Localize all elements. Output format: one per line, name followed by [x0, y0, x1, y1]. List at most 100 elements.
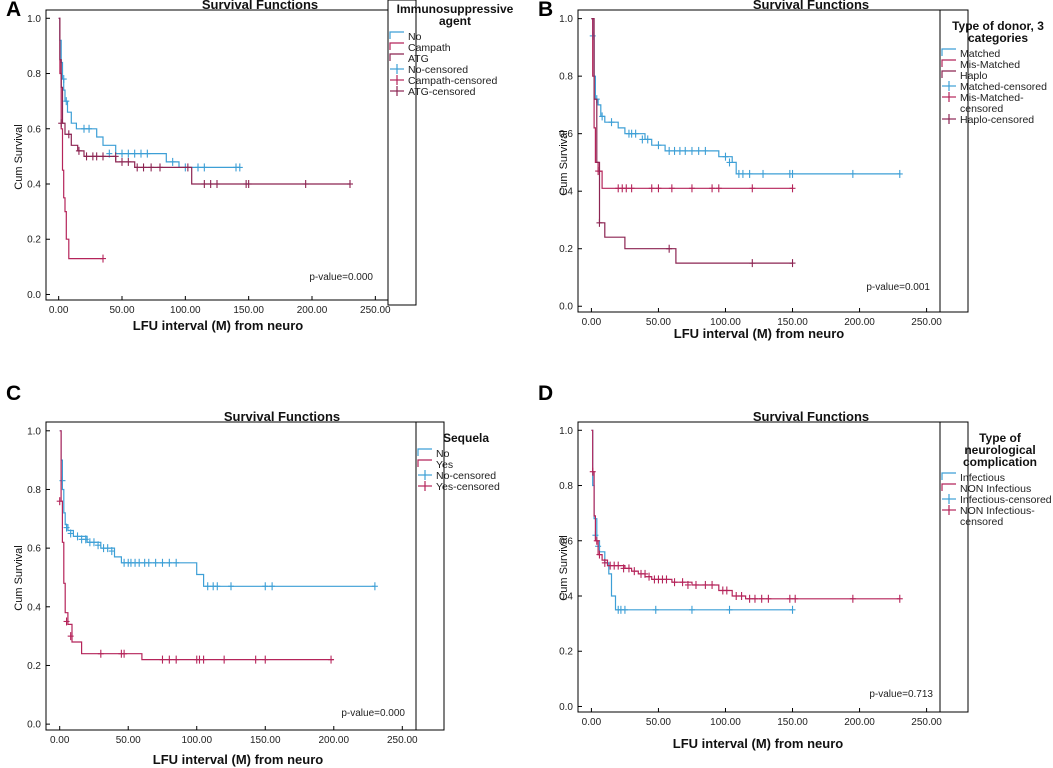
- x-axis-label: LFU interval (M) from neuro: [153, 752, 324, 767]
- legend-label: No-censored: [408, 64, 468, 76]
- x-tick-label: 200.00: [844, 717, 875, 728]
- p-value-annotation: p-value=0.000: [341, 708, 405, 719]
- chart-title: Survival Functions: [753, 0, 869, 12]
- panel-c: Survival Functions 0.0 0.2 0.4 0.6 0.8 1.0 0.00…: [13, 409, 500, 767]
- chart-title: Survival Functions: [224, 409, 340, 424]
- legend-label: Campath-censored: [408, 75, 497, 87]
- legend-label: ATG: [408, 53, 429, 65]
- y-tick-label: 1.0: [27, 426, 41, 437]
- legend: Type of donor, 3categoriesMatchedMis-Mat…: [941, 19, 1047, 126]
- y-tick-label: 0.6: [559, 536, 573, 547]
- x-tick-label: 150.00: [250, 735, 281, 746]
- x-tick-label: 0.00: [50, 735, 70, 746]
- y-tick-label: 0.8: [27, 485, 41, 496]
- panel-letter-d: D: [538, 382, 554, 405]
- legend-label: Yes-censored: [436, 481, 500, 493]
- x-tick-label: 50.00: [646, 317, 671, 328]
- y-tick-label: 0.8: [559, 481, 573, 492]
- legend-frame: [387, 0, 417, 306]
- legend-title: complication: [963, 455, 1037, 469]
- p-value-annotation: p-value=0.001: [866, 282, 930, 293]
- y-tick-label: 0.4: [27, 602, 41, 613]
- survival-curve-no: [58, 17, 240, 168]
- legend-title: agent: [439, 14, 471, 28]
- survival-curve-matched: [591, 18, 900, 175]
- legend-line-swatch: [389, 53, 404, 61]
- x-axis-label: LFU interval (M) from neuro: [133, 318, 304, 333]
- legend-label: Matched: [960, 48, 1000, 60]
- survival-curve-mis-matched: [591, 18, 793, 189]
- x-tick-label: 200.00: [844, 317, 875, 328]
- panel-letter-b: B: [538, 0, 554, 21]
- legend-label: No-censored: [436, 470, 496, 482]
- y-tick-label: 0.6: [27, 544, 41, 555]
- x-tick-label: 150.00: [233, 305, 264, 316]
- legend-title: categories: [968, 31, 1028, 45]
- legend-line-swatch: [941, 48, 956, 56]
- y-tick-label: 1.0: [27, 14, 41, 25]
- y-tick-label: 0.2: [559, 244, 573, 255]
- legend-title: neurological: [964, 443, 1035, 457]
- legend-title: Sequela: [443, 431, 489, 445]
- x-tick-label: 200.00: [318, 735, 349, 746]
- x-axis-label: LFU interval (M) from neuro: [673, 736, 844, 751]
- y-tick-label: 0.4: [559, 592, 573, 603]
- legend-line-swatch: [941, 59, 956, 67]
- legend-frame: [415, 421, 445, 731]
- y-axis-label: Cum Survival: [13, 545, 25, 610]
- legend-label: Yes: [436, 459, 453, 471]
- y-tick-label: 0.0: [559, 702, 573, 713]
- legend-label: censored: [960, 516, 1003, 528]
- y-tick-label: 0.2: [27, 235, 41, 246]
- x-tick-label: 250.00: [911, 717, 942, 728]
- y-tick-label: 1.0: [559, 426, 573, 437]
- legend-title: Type of: [979, 431, 1022, 445]
- x-tick-label: 0.00: [49, 305, 69, 316]
- x-tick-label: 50.00: [646, 717, 671, 728]
- plot-frame: [45, 9, 389, 301]
- y-tick-label: 0.0: [27, 720, 41, 731]
- y-tick-label: 0.4: [27, 180, 41, 191]
- legend-frame: [939, 421, 969, 713]
- panel-letter-c: C: [6, 382, 22, 405]
- legend-line-swatch: [941, 472, 956, 480]
- plot-frame: [577, 421, 941, 713]
- legend-label: Mis-Matched: [960, 59, 1020, 71]
- x-tick-label: 0.00: [582, 717, 602, 728]
- legend-line-swatch: [389, 31, 404, 39]
- chart-title: Survival Functions: [202, 0, 318, 12]
- survival-curve-haplo: [591, 18, 793, 264]
- p-value-annotation: p-value=0.713: [869, 689, 933, 700]
- x-tick-label: 100.00: [710, 717, 741, 728]
- legend-label: Matched-censored: [960, 81, 1047, 93]
- legend-label: Campath: [408, 42, 451, 54]
- chart-title: Survival Functions: [753, 409, 869, 424]
- legend-line-swatch: [417, 448, 432, 456]
- legend-label: censored: [960, 103, 1003, 115]
- y-tick-label: 0.6: [559, 129, 573, 140]
- y-tick-label: 0.2: [559, 647, 573, 658]
- legend-label: NON Infectious-: [960, 505, 1035, 517]
- x-tick-label: 0.00: [582, 317, 602, 328]
- x-tick-label: 100.00: [710, 317, 741, 328]
- legend-label: NON Infectious: [960, 483, 1031, 495]
- survival-curve-non-infectious: [591, 429, 900, 600]
- legend-line-swatch: [941, 70, 956, 78]
- legend-line-swatch: [389, 42, 404, 50]
- legend-label: ATG-censored: [408, 86, 476, 98]
- legend-label: Infectious-censored: [960, 494, 1052, 506]
- x-tick-label: 50.00: [109, 305, 134, 316]
- x-tick-label: 250.00: [911, 317, 942, 328]
- y-axis-label: Cum Survival: [13, 124, 25, 189]
- panel-d: Survival Functions 0.0 0.2 0.4 0.6 0.8 1.0 0.00…: [558, 409, 1052, 751]
- legend-line-swatch: [417, 459, 432, 467]
- legend-label: Infectious: [960, 472, 1005, 484]
- x-tick-label: 150.00: [777, 317, 808, 328]
- x-tick-label: 100.00: [181, 735, 212, 746]
- x-tick-label: 250.00: [387, 735, 418, 746]
- plot-frame: [577, 9, 941, 313]
- y-axis-label: Cum Survival: [558, 130, 570, 195]
